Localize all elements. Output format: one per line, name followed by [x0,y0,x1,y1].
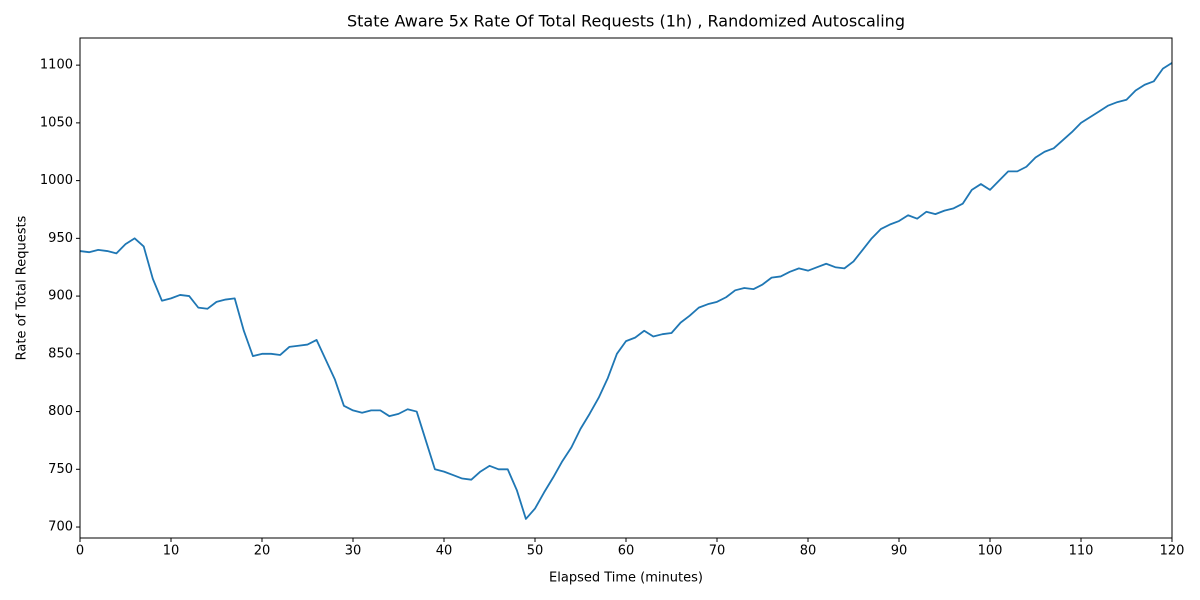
y-tick-label: 950 [48,231,73,246]
x-tick-label: 80 [800,544,817,559]
x-tick-label: 0 [76,544,84,559]
x-tick-label: 100 [978,544,1003,559]
x-axis-label: Elapsed Time (minutes) [549,571,703,586]
x-tick-label: 90 [891,544,908,559]
chart-title: State Aware 5x Rate Of Total Requests (1… [347,12,905,31]
x-tick-label: 110 [1069,544,1094,559]
y-tick-label: 850 [48,346,73,361]
x-tick-label: 30 [345,544,362,559]
y-tick-label: 700 [48,520,73,535]
y-tick-label: 900 [48,289,73,304]
y-tick-label: 1100 [40,58,73,73]
x-tick-label: 60 [618,544,635,559]
y-tick-label: 750 [48,462,73,477]
y-tick-label: 1050 [40,115,73,130]
y-tick-label: 1000 [40,173,73,188]
x-tick-label: 10 [163,544,180,559]
y-tick-label: 800 [48,404,73,419]
x-tick-label: 120 [1160,544,1185,559]
plot-frame [79,37,1173,539]
x-tick-label: 70 [709,544,726,559]
x-tick-label: 40 [436,544,453,559]
data-line [79,62,1173,520]
y-axis-label: Rate of Total Requests [15,215,30,360]
x-tick-label: 20 [254,544,271,559]
x-tick-label: 50 [527,544,544,559]
